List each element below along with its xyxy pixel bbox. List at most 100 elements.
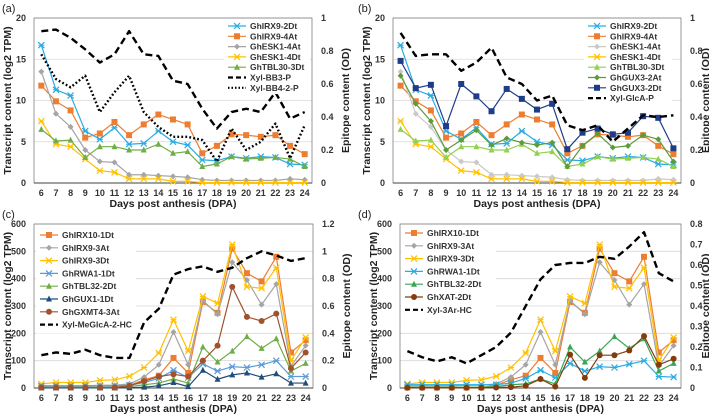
data-point [581, 299, 589, 307]
data-point [655, 367, 662, 374]
data-point [140, 139, 148, 147]
data-point [427, 81, 434, 88]
data-point [155, 382, 162, 389]
data-point [199, 293, 207, 300]
data-point [640, 357, 648, 365]
data-point [228, 179, 235, 187]
data-point [397, 57, 404, 64]
data-point [641, 281, 648, 288]
x-tick-label: 13 [502, 188, 512, 198]
data-point [493, 384, 500, 391]
data-point [67, 92, 75, 99]
y-tick-label: 20 [16, 13, 26, 23]
data-point [287, 379, 294, 386]
data-point [655, 136, 662, 143]
data-point [397, 72, 404, 79]
legend-entry: GhTBL30-3Dt [588, 62, 664, 72]
series-GhGXMT4-3At [38, 283, 309, 391]
data-point [579, 160, 586, 167]
data-point [199, 163, 206, 169]
x-axis-title: Days post anthesis (DPA) [110, 198, 237, 210]
data-point [537, 375, 544, 382]
data-point [654, 179, 662, 187]
data-point [443, 123, 450, 130]
x-tick-label: 18 [577, 188, 587, 198]
data-point [243, 270, 250, 277]
x-tick-label: 12 [487, 188, 497, 198]
data-point [579, 129, 586, 136]
data-point [170, 375, 177, 382]
data-point [626, 347, 633, 354]
y-tick-label: 300 [11, 301, 26, 311]
data-point [67, 123, 74, 130]
data-point [243, 364, 251, 371]
legend-label: GhIRX9-3Dt [427, 254, 474, 264]
data-point [518, 172, 525, 179]
data-point [397, 117, 405, 125]
data-point [229, 245, 236, 252]
data-point [214, 367, 221, 375]
data-point [670, 373, 678, 381]
series-GhTBL30-3Dt [38, 125, 308, 169]
y-axis-title: Transcript content (log2 TPM) [2, 26, 14, 174]
data-point [518, 95, 525, 102]
data-point [594, 130, 601, 137]
data-point [287, 349, 294, 356]
x-tick-label: 10 [95, 393, 105, 403]
data-point [641, 253, 648, 260]
data-point [126, 372, 133, 380]
data-point [624, 142, 631, 149]
y-tick-label: 500 [11, 246, 26, 256]
x-tick-label: 20 [608, 188, 618, 198]
x-tick-label: 6 [398, 188, 403, 198]
data-point [258, 301, 265, 308]
x-tick-label: 9 [83, 188, 88, 198]
series-GhGUX3-2Dt [397, 57, 677, 153]
x-tick-label: 16 [547, 188, 557, 198]
y2-tick-label: 1 [322, 246, 327, 256]
y-tick-label: 5 [380, 137, 385, 147]
data-point [655, 155, 662, 162]
legend-label: GhIRX9-3At [427, 241, 474, 251]
legend-entry: GhIRX9-3At [40, 243, 109, 253]
data-point [199, 357, 206, 364]
data-point [111, 124, 118, 132]
legend-label: GhGUX3-2Dt [610, 83, 662, 93]
data-point [581, 311, 588, 318]
legend-marker [594, 43, 600, 50]
data-point [52, 137, 59, 144]
data-point [549, 139, 556, 146]
data-point [185, 369, 192, 376]
legend-label: GhIRX9-2Dt [250, 21, 297, 31]
x-tick-label: 22 [639, 393, 649, 403]
data-point [581, 358, 588, 365]
legend-marker [233, 22, 241, 30]
data-point [272, 153, 279, 160]
legend-label: GhESK1-4Dt [250, 52, 301, 62]
data-point [518, 127, 526, 135]
data-point [670, 158, 677, 165]
legend-label: GhTBL32-2Dt [62, 281, 116, 291]
data-point [609, 179, 617, 187]
data-point [537, 316, 544, 324]
data-point [302, 359, 309, 366]
data-point [458, 143, 465, 150]
series-GhIRX9-4At [38, 82, 308, 158]
data-point [170, 316, 177, 324]
data-point [549, 100, 556, 107]
y2-tick-label: 0.2 [322, 356, 335, 366]
x-tick-label: 22 [270, 188, 280, 198]
series-line [41, 28, 306, 130]
data-point [427, 123, 434, 130]
series-line [41, 250, 306, 360]
x-tick-label: 9 [83, 393, 88, 403]
legend-entry: GhIRX9-2Dt [228, 21, 297, 31]
data-point [169, 177, 177, 185]
legend-marker [46, 232, 52, 238]
panel-label: (d) [358, 209, 371, 221]
data-point [655, 361, 662, 368]
data-point [184, 121, 191, 128]
data-point [214, 375, 221, 382]
data-point [67, 143, 75, 151]
